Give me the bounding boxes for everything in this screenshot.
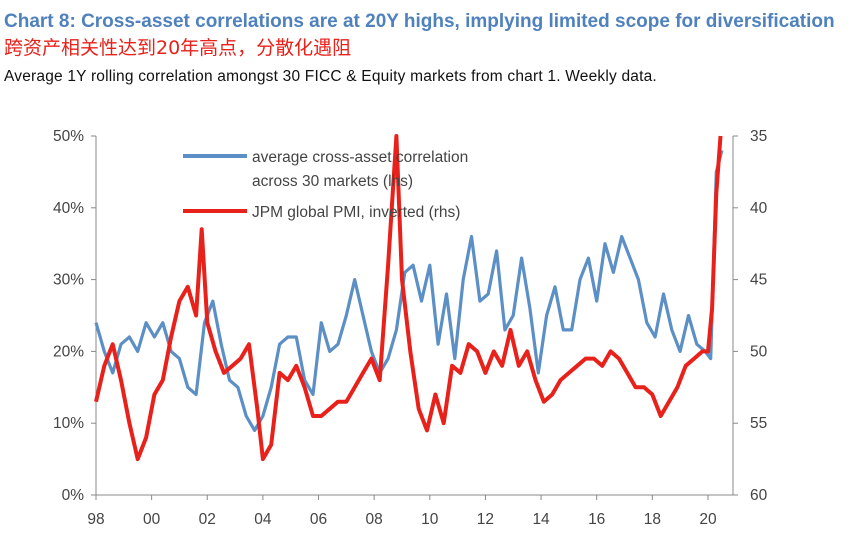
x-tick-label: 20 (699, 511, 717, 528)
x-tick-label: 00 (143, 511, 161, 528)
left-tick-label: 40% (53, 200, 84, 217)
left-tick-label: 10% (53, 415, 84, 432)
chart-title-english: Chart 8: Cross-asset correlations are at… (4, 11, 835, 32)
legend-label: average cross-asset correlation (252, 149, 468, 166)
x-tick-label: 02 (199, 511, 216, 528)
chart-title-chinese: 跨资产相关性达到20年高点，分散化遇阻 (4, 37, 352, 59)
x-tick-label: 06 (310, 511, 327, 528)
left-tick-label: 0% (62, 487, 85, 504)
legend-label-line2: across 30 markets (lhs) (252, 173, 413, 190)
right-tick-label: 45 (750, 272, 767, 289)
x-tick-label: 10 (421, 511, 439, 528)
left-tick-label: 20% (53, 343, 84, 360)
chart-axes: 0% 10% 20% 30% 40% 50% 35 40 45 50 55 60 98 00 02 04 06 0… (53, 128, 768, 528)
chart-title: Chart 8: Cross-asset correlations are at… (4, 8, 854, 62)
chart-subtitle: Average 1Y rolling correlation amongst 3… (4, 68, 657, 85)
x-tick-label: 08 (366, 511, 383, 528)
legend-label: JPM global PMI, inverted (rhs) (252, 204, 460, 221)
series-line-pmi (94, 134, 723, 462)
right-tick-label: 55 (750, 415, 767, 432)
chart-legend: average cross-asset correlation across 30… (183, 149, 468, 221)
x-tick-label: 04 (254, 511, 272, 528)
right-tick-label: 50 (750, 343, 768, 360)
x-tick-label: 14 (532, 511, 550, 528)
x-tick-label: 18 (644, 511, 661, 528)
right-tick-label: 60 (750, 487, 768, 504)
x-tick-label: 12 (477, 511, 494, 528)
right-tick-label: 40 (750, 200, 768, 217)
x-tick-label: 98 (87, 511, 104, 528)
x-tick-label: 16 (588, 511, 605, 528)
right-tick-label: 35 (750, 128, 767, 145)
left-tick-label: 50% (53, 128, 84, 145)
series-line-correlation (94, 149, 724, 432)
left-tick-label: 30% (53, 272, 84, 289)
chart-series-layer (94, 134, 724, 462)
